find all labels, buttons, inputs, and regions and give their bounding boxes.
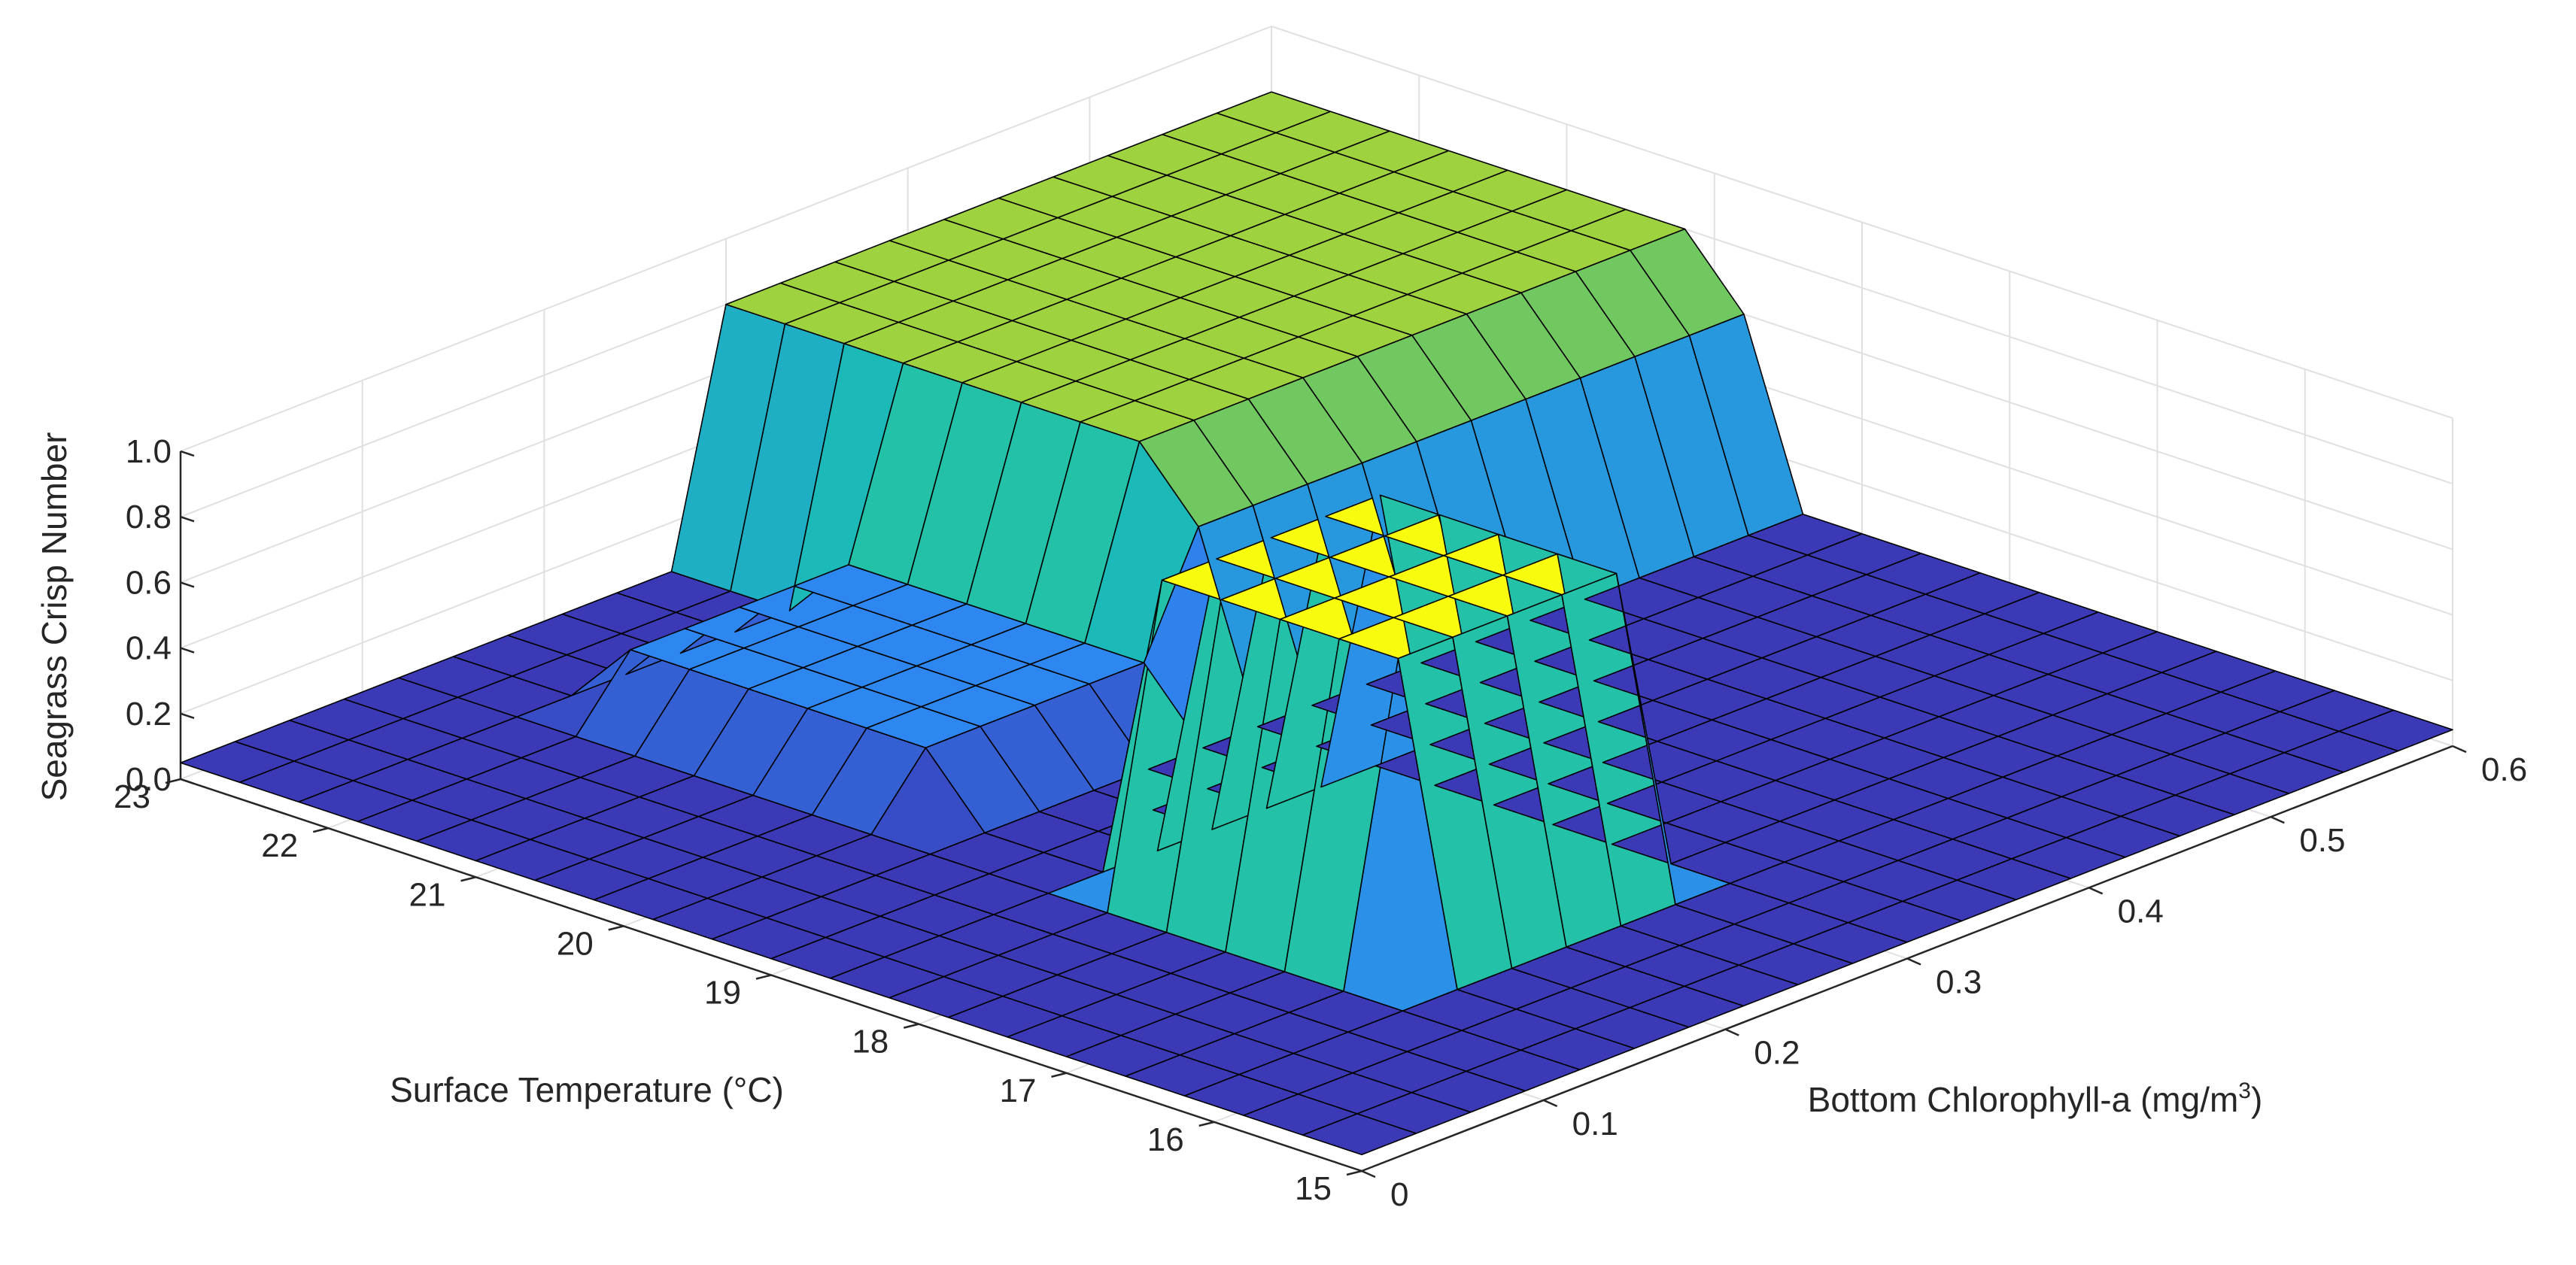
z-tick-label: 0.8: [126, 499, 172, 535]
y-tick-label: 0.3: [1936, 964, 1982, 1001]
y-tick-mark: [2088, 887, 2104, 895]
x-tick-mark: [903, 1023, 919, 1029]
y-tick-mark: [2452, 745, 2467, 754]
x-tick-mark: [1346, 1169, 1362, 1176]
x-tick-label: 16: [1147, 1121, 1184, 1158]
z-tick-label: 0.4: [126, 630, 172, 667]
y-tick-mark: [1724, 1028, 1739, 1036]
y-axis-label-superscript: 3: [2238, 1078, 2251, 1103]
y-tick-mark: [1543, 1099, 1558, 1107]
y-tick-label: 0: [1390, 1176, 1408, 1213]
y-tick-label: 0.4: [2118, 893, 2164, 930]
z-tick-label: 0.0: [126, 761, 172, 798]
x-tick-mark: [608, 925, 624, 931]
z-tick-mark: [180, 712, 195, 719]
z-tick-mark: [180, 647, 195, 654]
y-axis-label: Bottom Chlorophyll-a (mg/m3): [1808, 1078, 2263, 1119]
z-axis-label: Seagrass Crisp Number: [35, 432, 74, 802]
y-tick-mark: [1906, 957, 1921, 966]
x-tick-label: 20: [557, 925, 594, 962]
grid-line-wall: [1271, 26, 2453, 419]
z-tick-label: 1.0: [126, 433, 172, 470]
x-tick-mark: [165, 778, 181, 784]
x-tick-label: 19: [704, 975, 741, 1012]
x-tick-label: 22: [261, 827, 298, 864]
x-tick-label: 17: [1000, 1072, 1037, 1109]
surface-patch: [2338, 709, 2453, 752]
axes-layer: [165, 450, 2467, 1179]
y-axis-label-close: ): [2251, 1080, 2262, 1119]
x-tick-mark: [1198, 1121, 1215, 1127]
x-tick-mark: [460, 876, 476, 882]
y-tick-label: 0.2: [1754, 1035, 1800, 1072]
z-tick-mark: [180, 778, 195, 785]
x-tick-label: 23: [114, 778, 150, 815]
x-tick-mark: [1051, 1072, 1067, 1078]
z-tick-label: 0.2: [126, 696, 172, 733]
y-tick-mark: [1361, 1169, 1376, 1179]
z-tick-label: 0.6: [126, 564, 172, 601]
x-tick-label: 18: [852, 1024, 889, 1060]
tick-labels: 15 16 17 18 19 20 21 22 23 0 0.1 0.2 0.3 0.4 0.5 0.6 0.0…: [114, 433, 2527, 1213]
x-axis-label: Surface Temperature (°C): [390, 1070, 784, 1109]
z-tick-mark: [180, 581, 195, 588]
y-axis-label-main: Bottom Chlorophyll-a (mg/m: [1808, 1080, 2239, 1119]
x-tick-label: 15: [1295, 1170, 1332, 1207]
x-tick-mark: [312, 827, 329, 833]
y-tick-label: 0.6: [2481, 751, 2527, 788]
z-tick-mark: [180, 450, 195, 457]
surface-layer: [180, 91, 2453, 1155]
y-tick-label: 0.1: [1572, 1106, 1618, 1142]
x-tick-mark: [755, 974, 772, 980]
z-tick-mark: [180, 516, 195, 523]
y-tick-label: 0.5: [2299, 822, 2345, 859]
x-tick-label: 21: [409, 876, 446, 913]
grid-line-wall: [180, 26, 1272, 452]
y-tick-mark: [2270, 816, 2285, 824]
